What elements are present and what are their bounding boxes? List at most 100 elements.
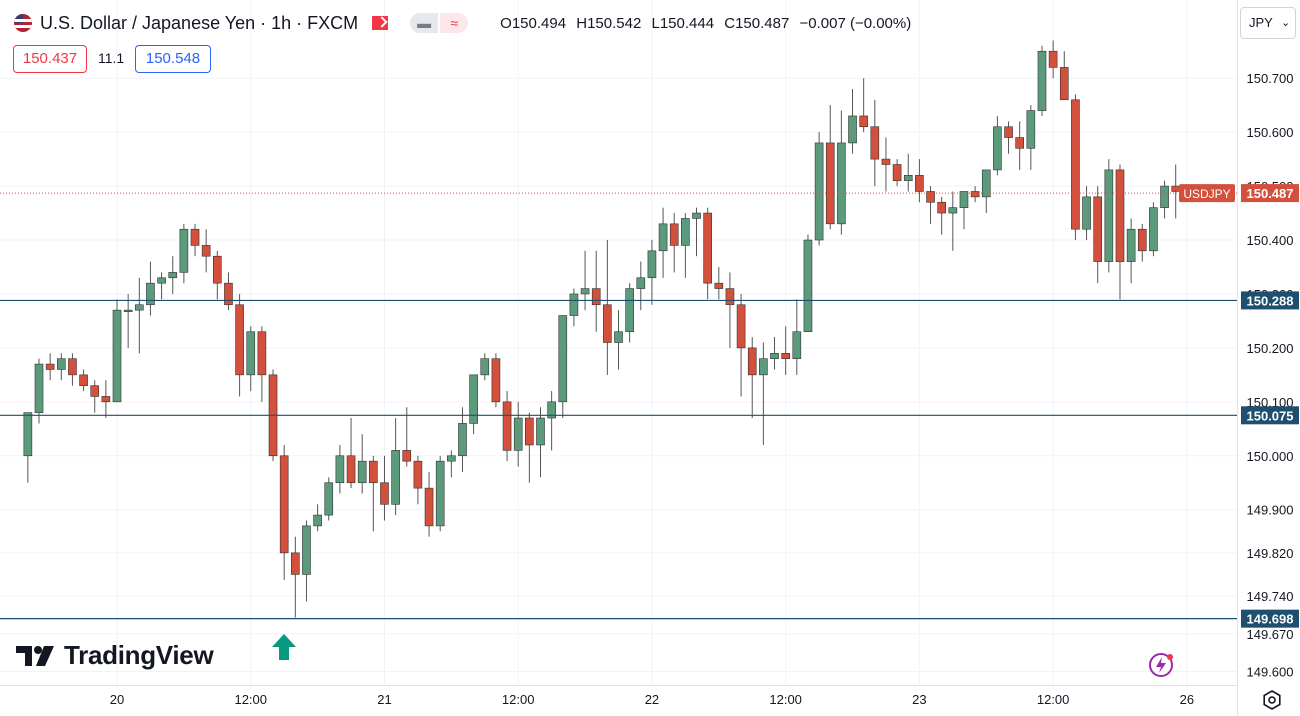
candle-body [157,277,166,284]
candle-body [402,450,412,462]
candle-body [1026,110,1036,149]
candle-body [502,401,512,451]
candle-body [424,487,434,527]
candle-body [603,304,612,343]
level-price-tag: 150.075 [1247,408,1294,423]
candle-body [513,417,523,451]
candle-body [335,455,345,484]
price-tick-label: 150.100 [1247,395,1294,410]
candle-body [1037,50,1047,111]
candle-body [279,455,289,554]
candle-body [970,191,980,198]
market-closed-icon[interactable] [372,16,389,30]
gear-icon[interactable] [1260,688,1284,712]
candle-body [435,460,445,527]
time-tick-label: 22 [645,692,659,707]
candle-body [714,282,724,289]
high-value: 150.542 [587,14,642,32]
level-price-tag-bg [1241,291,1299,310]
candle-body [369,460,378,484]
spread-value: 11.1 [98,50,125,66]
candle-body [235,304,244,376]
chevron-down-icon: ⌄ [1281,17,1291,29]
horizontal-levels[interactable]: 150.288 150.075 149.698 [0,291,1299,628]
candle-body [547,401,556,419]
candle-body [725,288,735,306]
candle-body [525,417,534,446]
level-price-tag: 150.288 [1247,293,1294,308]
candle-body [736,304,746,349]
candle-body [212,255,222,284]
current-price-tag: 150.487 [1247,186,1294,201]
candle-body [480,358,490,376]
candle-body [781,352,790,359]
level-price-tag: 149.698 [1247,612,1294,627]
time-tick-label: 12:00 [769,692,802,707]
price-tick-label: 149.740 [1247,589,1294,604]
price-tick-label: 150.200 [1247,341,1294,356]
sell-price-button[interactable]: 150.437 [13,45,87,73]
candle-body [915,174,924,192]
candle-body [190,228,200,246]
time-axis[interactable]: 20 12:00 21 12:00 22 12:00 23 12:00 26 [0,685,1237,708]
pill-right[interactable]: ≈ [440,13,469,33]
candle-body [759,358,768,376]
candle-body [1082,196,1091,230]
candle-body [636,277,646,289]
candle-body [903,174,913,181]
buy-price-button[interactable]: 150.548 [135,45,211,73]
candle-body [837,142,846,225]
candle-body [1137,228,1147,252]
price-axis[interactable]: 150.700150.600150.500150.400150.300150.2… [1237,0,1300,716]
current-price-line: USDJPY 150.487 [0,184,1299,203]
candle-body [90,385,100,397]
time-tick-label: 26 [1180,692,1194,707]
candle-body [291,552,300,575]
candle-body [168,272,178,279]
time-tick-label: 12:00 [502,692,535,707]
price-tick-label: 149.600 [1247,665,1294,680]
candle-body [981,169,991,198]
candle-body [959,191,969,208]
candle-body [614,331,623,343]
candle-body [892,164,902,181]
lightning-icon[interactable] [1148,652,1174,678]
candle-body [948,207,958,214]
price-tick-label: 150.700 [1247,71,1294,86]
symbol-title[interactable]: U.S. Dollar / Japanese Yen · 1h · FXCM [40,12,359,33]
candle-body [257,331,267,376]
currency-select[interactable]: JPY ⌄ [1240,7,1296,39]
low-value: 150.444 [659,14,715,32]
us-flag-icon [14,14,32,32]
candle-body [814,142,824,241]
candle-body [380,482,389,505]
candle-body [658,223,668,252]
candle-body [1171,185,1181,192]
pill-left[interactable]: ▬ [410,13,439,33]
candle-body [591,288,601,306]
ohlc-values: O150.494 H150.542 L150.444 C150.487 −0.0… [500,15,917,32]
indicator-pills[interactable]: ▬ ≈ [410,13,469,33]
candle-body [112,309,122,403]
candle-body [536,417,545,446]
candle-body [825,142,835,225]
candle-body [803,239,813,333]
candle-body [447,455,456,462]
close-value: 150.487 [735,14,790,32]
symbol-tag-label: USDJPY [1183,187,1230,201]
candle-body [1160,185,1169,208]
candle-body [580,288,590,295]
time-tick-label: 12:00 [234,692,267,707]
candle-body [703,212,712,284]
candle-body [1093,196,1103,262]
level-price-tag-bg [1241,609,1299,628]
candle-body [123,309,133,312]
change-value: −0.007 (−0.00%) [799,14,912,32]
tradingview-mark-icon [16,645,54,666]
candle-body [458,423,467,457]
candle-body [1004,126,1013,138]
currency-label: JPY [1249,15,1273,30]
candle-body [881,158,891,165]
candle-body [324,482,334,516]
